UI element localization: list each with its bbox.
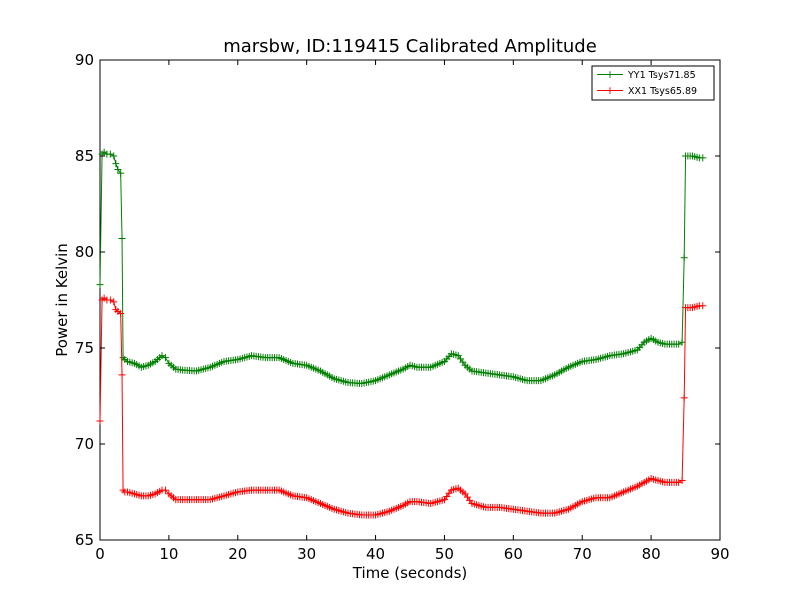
y-tick-label: 90: [75, 51, 94, 69]
data-point: [114, 165, 122, 173]
x-tick-label: 20: [228, 545, 247, 563]
data-point: [110, 152, 118, 160]
plot-area: [96, 59, 721, 541]
y-tick-label: 75: [75, 339, 94, 357]
data-point: [112, 160, 120, 168]
x-tick-label: 0: [95, 545, 105, 563]
data-point: [699, 154, 707, 162]
y-tick-label: 70: [75, 435, 94, 453]
x-tick-label: 60: [504, 545, 523, 563]
x-axis-label: Time (seconds): [352, 564, 468, 582]
legend-marker-yy1: +: [605, 68, 614, 81]
series-markers-xx1: [96, 294, 707, 519]
legend-label-xx1: XX1 Tsys65.89: [628, 86, 697, 97]
data-point: [678, 338, 686, 346]
legend-frame: [591, 65, 715, 101]
data-point: [680, 254, 688, 262]
series-markers-yy1: [96, 148, 707, 388]
data-point: [117, 309, 125, 317]
y-tick-label: 85: [75, 147, 94, 165]
data-point: [678, 476, 686, 484]
data-point: [118, 235, 126, 243]
data-point: [680, 394, 688, 402]
legend-marker-xx1: +: [605, 84, 614, 97]
data-point: [161, 486, 169, 494]
x-tick-label: 50: [435, 545, 454, 563]
x-tick-label: 80: [642, 545, 661, 563]
x-tick-label: 40: [366, 545, 385, 563]
data-point: [96, 281, 104, 289]
x-tick-label: 70: [573, 545, 592, 563]
data-point: [110, 298, 118, 306]
data-point: [161, 354, 169, 362]
series-layer: [96, 148, 707, 519]
x-tick-label: 10: [159, 545, 178, 563]
data-point: [699, 302, 707, 310]
legend-label-yy1: YY1 Tsys71.85: [627, 70, 696, 81]
chart-title: marsbw, ID:119415 Calibrated Amplitude: [223, 36, 597, 57]
y-tick-label: 65: [75, 531, 94, 549]
x-tick-label: 30: [297, 545, 316, 563]
data-point: [118, 371, 126, 379]
data-point: [117, 169, 125, 177]
axes-frame: [99, 59, 721, 541]
legend: + YY1 Tsys71.85 + XX1 Tsys65.89: [591, 65, 715, 101]
ticks-layer: 0 10 20 30 40 50 60 70 80 90 65 70 75 80 85 90: [75, 51, 730, 563]
y-tick-label: 80: [75, 243, 94, 261]
data-point: [96, 417, 104, 425]
y-axis-label: Power in Kelvin: [53, 243, 71, 357]
x-tick-label: 90: [710, 545, 729, 563]
